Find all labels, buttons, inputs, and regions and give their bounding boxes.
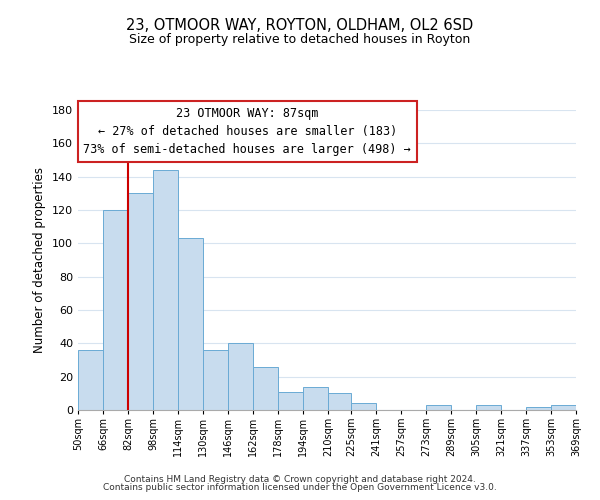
Bar [328, 394, 351, 410]
Bar [476, 405, 501, 410]
Bar [351, 404, 376, 410]
Bar [203, 350, 228, 410]
Text: Contains HM Land Registry data © Crown copyright and database right 2024.: Contains HM Land Registry data © Crown c… [124, 475, 476, 484]
Bar [103, 210, 128, 410]
Bar [303, 386, 328, 410]
Bar [426, 405, 451, 410]
Bar [253, 366, 278, 410]
Bar [128, 194, 153, 410]
Bar [78, 350, 103, 410]
Bar [178, 238, 203, 410]
Bar [228, 344, 253, 410]
Text: 23, OTMOOR WAY, ROYTON, OLDHAM, OL2 6SD: 23, OTMOOR WAY, ROYTON, OLDHAM, OL2 6SD [127, 18, 473, 32]
Text: 23 OTMOOR WAY: 87sqm
← 27% of detached houses are smaller (183)
73% of semi-deta: 23 OTMOOR WAY: 87sqm ← 27% of detached h… [83, 107, 411, 156]
Bar [278, 392, 303, 410]
Bar [551, 405, 576, 410]
Text: Contains public sector information licensed under the Open Government Licence v3: Contains public sector information licen… [103, 484, 497, 492]
Y-axis label: Number of detached properties: Number of detached properties [34, 167, 46, 353]
Bar [526, 406, 551, 410]
Text: Size of property relative to detached houses in Royton: Size of property relative to detached ho… [130, 32, 470, 46]
Bar [153, 170, 178, 410]
